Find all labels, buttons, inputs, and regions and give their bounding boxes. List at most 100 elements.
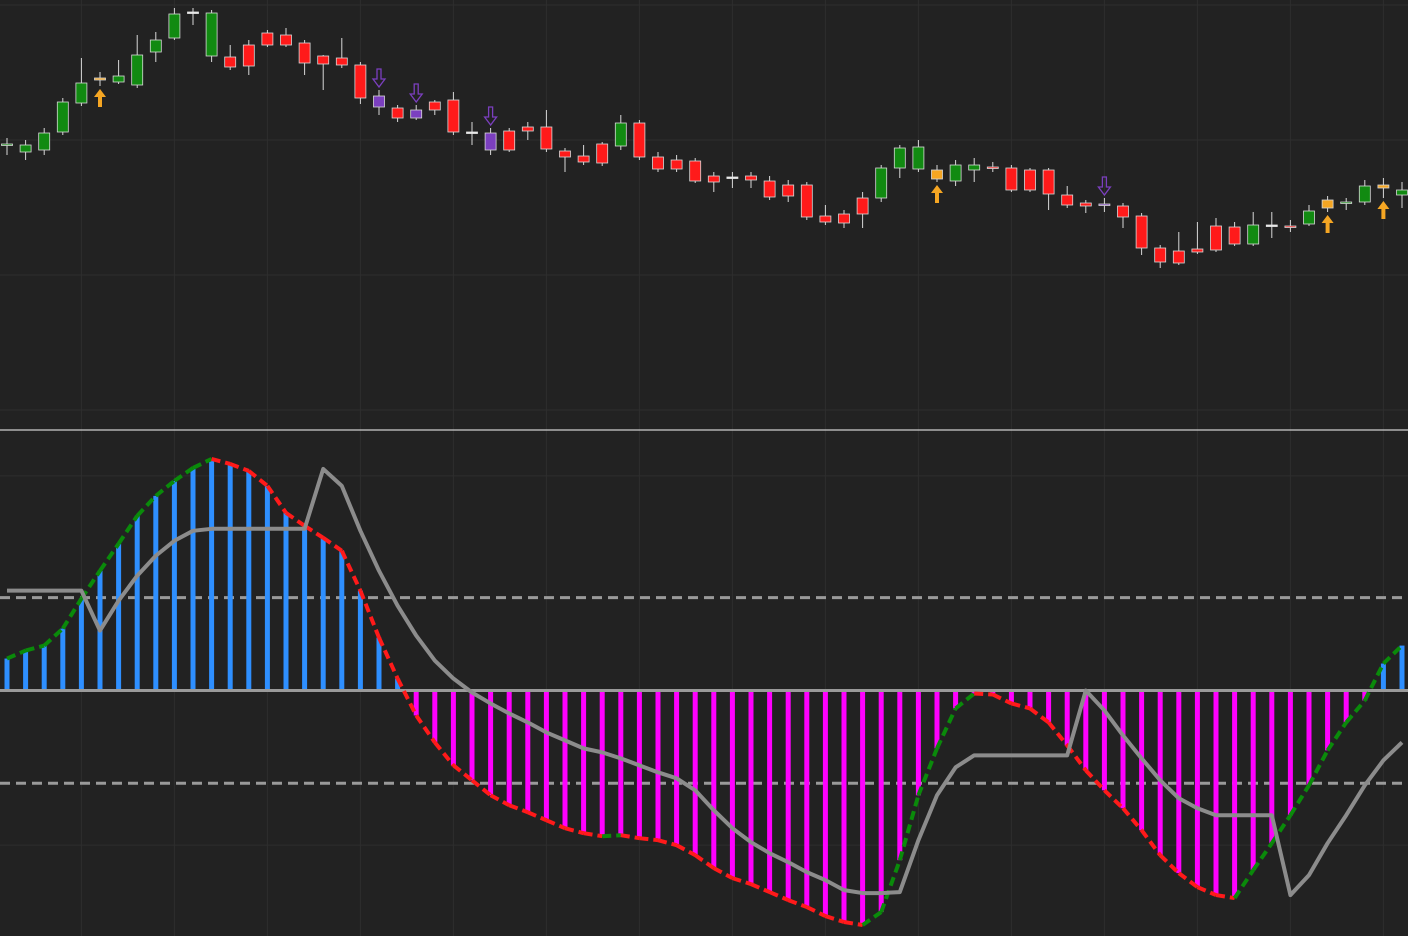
trend-segment [322, 536, 343, 553]
candle-body [224, 56, 237, 68]
trend-segment [805, 905, 827, 918]
candle-body [1098, 203, 1111, 206]
candle-body [354, 64, 367, 99]
histogram-bar [822, 690, 828, 917]
histogram-bar [841, 690, 847, 923]
trend-segment [1363, 662, 1386, 702]
histogram-bar [413, 690, 419, 716]
histogram-bar [1083, 690, 1089, 771]
candle-body [391, 107, 404, 119]
trend-segment [1139, 829, 1162, 857]
candle-body [893, 147, 906, 169]
candle-body [875, 167, 888, 199]
trend-segment [712, 866, 734, 880]
candle-body [912, 146, 925, 170]
trend-segment [861, 910, 883, 927]
trend-segment [489, 793, 511, 808]
histogram-bar [60, 628, 66, 691]
sell-arrow [1097, 176, 1112, 197]
sell-arrow [408, 83, 424, 104]
candle-body [838, 213, 850, 224]
candle-body [280, 34, 292, 46]
trend-segment [1158, 853, 1181, 875]
candle-body [205, 12, 218, 57]
histogram-bar [23, 650, 29, 691]
candle-body [689, 160, 702, 182]
candle-body [633, 122, 646, 158]
histogram-bar [1213, 690, 1219, 896]
trend-segment [694, 853, 715, 870]
trend-segment [1121, 806, 1144, 832]
trend-segment [583, 831, 603, 839]
histogram-bar [41, 645, 47, 691]
histogram-bar [1399, 645, 1405, 691]
trend-segment [6, 648, 27, 661]
candle-body [1228, 226, 1241, 245]
histogram-bar [1232, 690, 1238, 899]
trend-segment [1251, 842, 1274, 872]
trend-segment [339, 549, 363, 592]
trend-segment [173, 466, 195, 483]
trend-segment [452, 763, 474, 782]
candle-body [75, 82, 88, 104]
sell-arrow [371, 68, 387, 89]
trend-segment [545, 818, 566, 831]
trend-segment [414, 714, 437, 744]
candle-body [484, 132, 497, 151]
trend-segment [787, 898, 808, 909]
candle-body [1265, 224, 1278, 227]
candle-body [112, 75, 125, 83]
histogram-bar [953, 690, 959, 709]
histogram-bar [469, 690, 475, 781]
trend-segment [303, 524, 325, 540]
candle-body [707, 175, 720, 183]
histogram-bar [171, 480, 177, 691]
trend-segment [98, 542, 121, 572]
histogram-bar [1027, 690, 1033, 709]
trend-segment [954, 691, 976, 711]
candle-body [1210, 225, 1222, 251]
buy-arrow [931, 185, 943, 203]
histogram-bar [581, 690, 587, 834]
histogram-bar [134, 515, 140, 691]
trend-segment [358, 589, 381, 639]
candle-body [466, 131, 478, 134]
trend-segment [916, 747, 939, 797]
candle-body [745, 175, 757, 181]
histogram-bar [1269, 690, 1275, 844]
trend-segment [1307, 749, 1330, 787]
trend-segment [470, 778, 492, 797]
trend-segment [154, 479, 176, 498]
histogram-bar [302, 525, 308, 691]
candle-body [1247, 224, 1260, 245]
candle-body [503, 130, 516, 151]
candle-body [1377, 184, 1390, 189]
histogram-bar [692, 690, 698, 856]
trend-segment [211, 457, 231, 466]
trend-segment [1270, 814, 1293, 845]
candle-body [19, 144, 32, 153]
candle-body [540, 126, 553, 150]
trend-segment [527, 810, 548, 823]
histogram-bar [674, 690, 680, 846]
trend-segment [1325, 721, 1348, 752]
histogram-bar [1343, 690, 1349, 723]
candle-body [856, 197, 869, 215]
candle-body [596, 143, 609, 164]
candle-body [949, 164, 962, 182]
trend-segment [1103, 788, 1125, 810]
trend-segment [731, 876, 752, 887]
histogram-bar [4, 658, 10, 691]
candle-body [1303, 210, 1315, 225]
histogram-bar [1064, 690, 1070, 746]
histogram-bar [450, 690, 456, 766]
candle-body [521, 126, 534, 132]
histogram-bar [116, 543, 122, 691]
histogram-bar [320, 537, 326, 691]
trend-segment [1196, 885, 1217, 897]
histogram-bar [525, 690, 531, 813]
histogram-bar [209, 458, 215, 691]
trend-segment [395, 677, 418, 717]
histogram-bar [506, 690, 512, 806]
trend-segment [116, 514, 139, 545]
